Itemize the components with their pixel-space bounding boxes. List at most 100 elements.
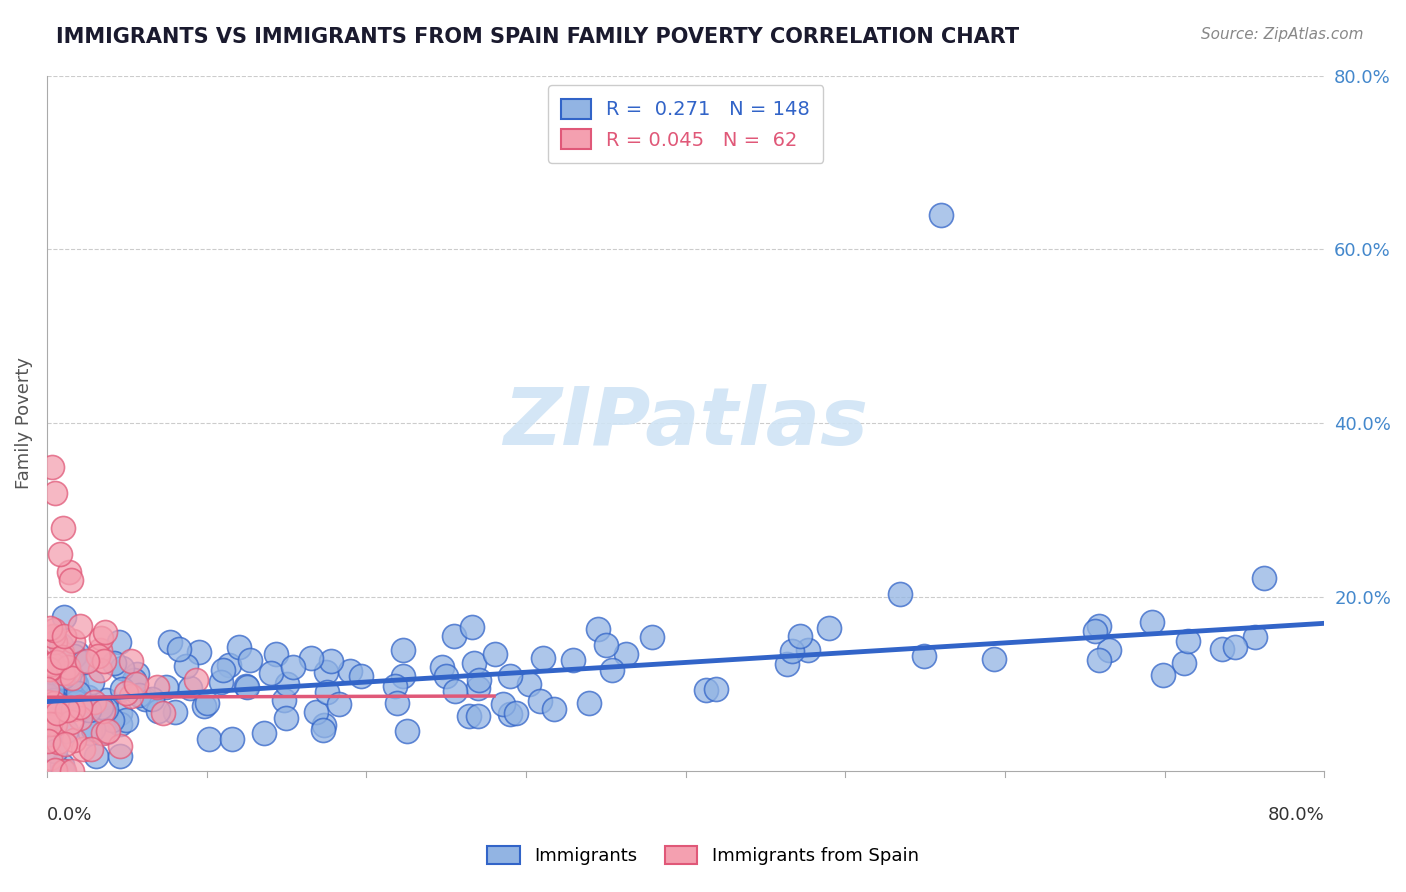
Point bbox=[38, 732, 60, 747]
Point bbox=[499, 669, 522, 683]
Point bbox=[35, 682, 58, 697]
Point bbox=[94, 625, 117, 640]
Point bbox=[299, 650, 322, 665]
Point bbox=[69, 618, 91, 632]
Point bbox=[44, 623, 66, 637]
Point bbox=[492, 697, 515, 711]
Point bbox=[39, 712, 62, 726]
Point bbox=[83, 695, 105, 709]
Point bbox=[159, 635, 181, 649]
Point bbox=[588, 622, 610, 636]
Point bbox=[52, 662, 75, 676]
Point bbox=[38, 621, 60, 635]
Point bbox=[434, 668, 457, 682]
Point bbox=[128, 688, 150, 702]
Point bbox=[312, 723, 335, 738]
Point bbox=[103, 656, 125, 670]
Point bbox=[55, 723, 77, 738]
Point bbox=[517, 677, 540, 691]
Point bbox=[48, 689, 70, 703]
Point bbox=[108, 717, 131, 731]
Point bbox=[253, 726, 276, 740]
Point bbox=[49, 700, 72, 714]
Point bbox=[797, 643, 820, 657]
Point bbox=[704, 682, 727, 697]
Point bbox=[179, 681, 201, 695]
Point bbox=[82, 723, 104, 737]
Point bbox=[37, 695, 59, 709]
Point bbox=[44, 763, 66, 777]
Point bbox=[91, 725, 114, 739]
Point bbox=[96, 724, 118, 739]
Point bbox=[110, 748, 132, 763]
Point bbox=[1084, 624, 1107, 639]
Point bbox=[65, 677, 87, 691]
Point bbox=[467, 673, 489, 687]
Point bbox=[912, 649, 935, 664]
Point bbox=[505, 706, 527, 720]
Point bbox=[211, 663, 233, 677]
Point bbox=[39, 716, 62, 731]
Point bbox=[155, 680, 177, 694]
Point bbox=[44, 696, 66, 710]
Point bbox=[69, 700, 91, 714]
Point bbox=[60, 672, 83, 686]
Point bbox=[312, 718, 335, 732]
Point bbox=[98, 711, 121, 725]
Point bbox=[46, 735, 69, 749]
Point bbox=[60, 764, 83, 779]
Point bbox=[236, 680, 259, 694]
Point bbox=[96, 693, 118, 707]
Point bbox=[321, 654, 343, 668]
Point bbox=[1223, 640, 1246, 654]
Point bbox=[1142, 615, 1164, 630]
Point bbox=[52, 764, 75, 779]
Point bbox=[44, 486, 66, 500]
Point bbox=[97, 724, 120, 739]
Point bbox=[1243, 630, 1265, 644]
Point bbox=[89, 643, 111, 657]
Point bbox=[52, 764, 75, 779]
Point bbox=[392, 669, 415, 683]
Point bbox=[641, 630, 664, 644]
Point bbox=[39, 670, 62, 684]
Point bbox=[163, 705, 186, 719]
Point bbox=[59, 667, 82, 681]
Point bbox=[87, 649, 110, 664]
Point bbox=[209, 675, 232, 690]
Legend: R =  0.271   N = 148, R = 0.045   N =  62: R = 0.271 N = 148, R = 0.045 N = 62 bbox=[548, 86, 824, 163]
Point bbox=[146, 680, 169, 694]
Point bbox=[1211, 641, 1233, 656]
Point bbox=[39, 662, 62, 676]
Point bbox=[484, 647, 506, 661]
Point bbox=[315, 685, 337, 699]
Point bbox=[111, 661, 134, 675]
Point bbox=[529, 694, 551, 708]
Point bbox=[62, 732, 84, 747]
Legend: Immigrants, Immigrants from Spain: Immigrants, Immigrants from Spain bbox=[478, 837, 928, 874]
Text: ZIPatlas: ZIPatlas bbox=[503, 384, 868, 462]
Point bbox=[44, 716, 66, 731]
Point bbox=[76, 655, 98, 669]
Point bbox=[443, 684, 465, 698]
Point bbox=[125, 677, 148, 691]
Point bbox=[46, 702, 69, 716]
Point bbox=[62, 702, 84, 716]
Point bbox=[108, 706, 131, 720]
Point bbox=[63, 673, 86, 687]
Point bbox=[53, 610, 76, 624]
Point bbox=[41, 682, 63, 697]
Text: 80.0%: 80.0% bbox=[1268, 805, 1324, 824]
Point bbox=[107, 634, 129, 648]
Point bbox=[62, 634, 84, 648]
Point bbox=[889, 587, 911, 601]
Point bbox=[218, 658, 240, 673]
Point bbox=[77, 703, 100, 717]
Point bbox=[53, 738, 76, 752]
Point bbox=[80, 742, 103, 756]
Point bbox=[328, 698, 350, 712]
Point bbox=[80, 675, 103, 690]
Point bbox=[59, 714, 82, 729]
Point bbox=[65, 695, 87, 709]
Point bbox=[100, 713, 122, 727]
